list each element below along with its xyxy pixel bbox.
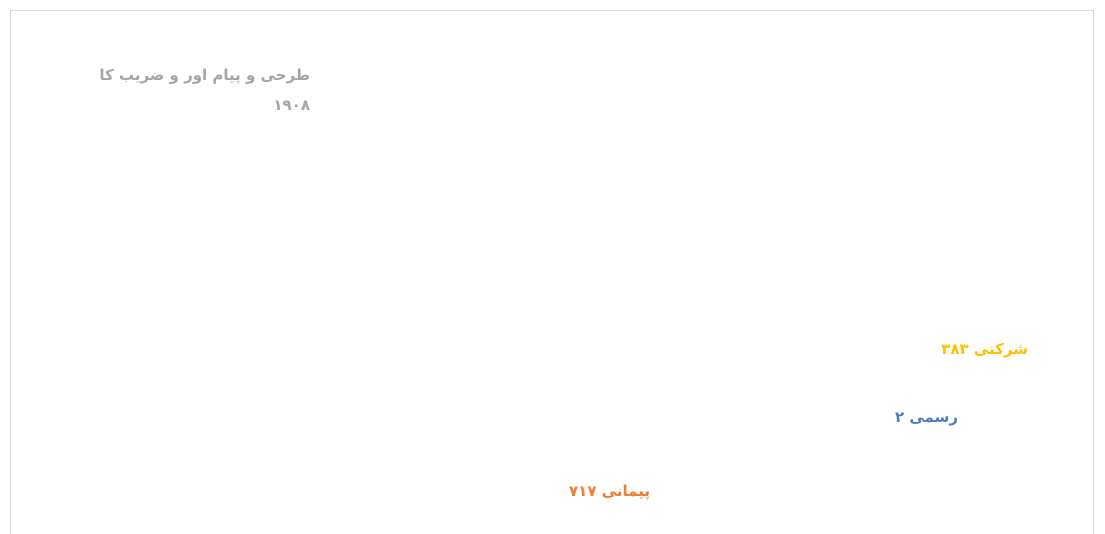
label-category: طرحی و پیام اور و ضریب کا	[99, 66, 310, 84]
label-category: شرکتی	[973, 340, 1028, 358]
label-category: رسمی	[909, 408, 958, 426]
label-value: ۱۹۰۸	[273, 96, 310, 114]
label-value: ۳۸۳	[941, 340, 969, 358]
data-label: رسمی ۲	[895, 408, 958, 426]
data-label: پیمانی ۷۱۷	[569, 482, 650, 500]
frame	[10, 10, 1094, 534]
data-label: شرکتی ۳۸۳	[941, 340, 1028, 358]
label-category: پیمانی	[601, 482, 650, 500]
label-value: ۷۱۷	[569, 482, 597, 500]
data-label: طرحی و پیام اور و ضریب کا ۱۹۰۸	[99, 60, 310, 120]
label-value: ۲	[894, 408, 905, 426]
